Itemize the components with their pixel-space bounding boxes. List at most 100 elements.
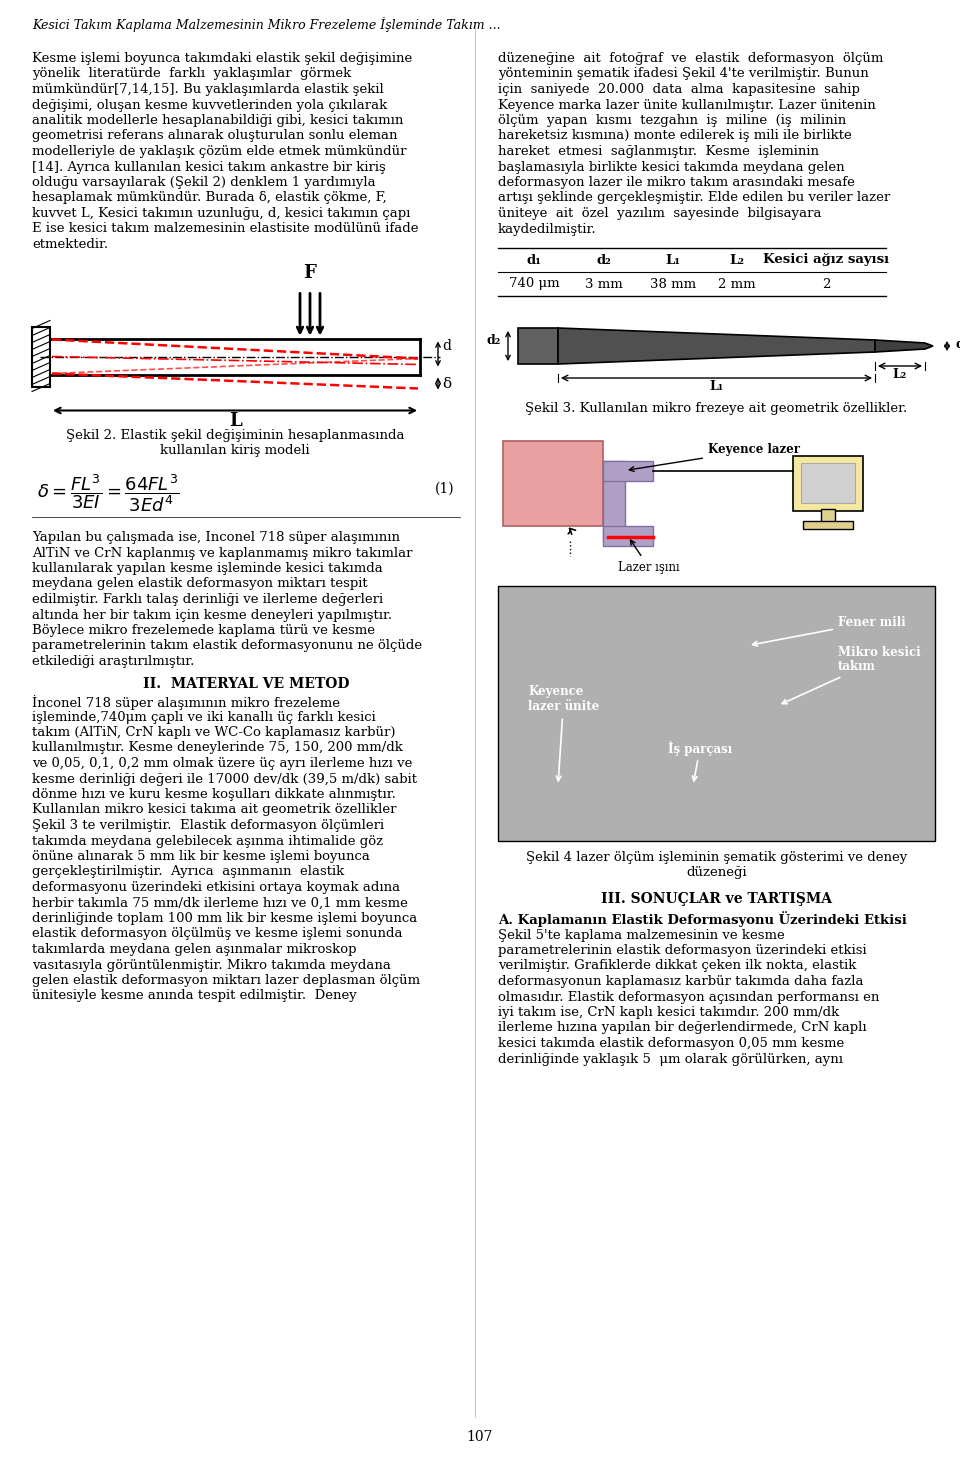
Text: üniteye  ait  özel  yazılım  sayesinde  bilgisayara: üniteye ait özel yazılım sayesinde bilgi… bbox=[498, 208, 822, 219]
Text: d₂: d₂ bbox=[596, 253, 612, 266]
Bar bbox=[603, 526, 653, 546]
Text: edilmiştir. Farklı talaş derinliği ve ilerleme değerleri: edilmiştir. Farklı talaş derinliği ve il… bbox=[32, 593, 383, 606]
Text: altında her bir takım için kesme deneyleri yapılmıştır.: altında her bir takım için kesme deneyle… bbox=[32, 608, 392, 621]
Text: takımlarda meydana gelen aşınmalar mikroskop: takımlarda meydana gelen aşınmalar mikro… bbox=[32, 944, 356, 955]
Text: Şekil 2. Elastik şekil değişiminin hesaplanmasında: Şekil 2. Elastik şekil değişiminin hesap… bbox=[65, 428, 404, 442]
Text: analitik modellerle hesaplanabildiği gibi, kesici takımın: analitik modellerle hesaplanabildiği gib… bbox=[32, 113, 403, 127]
Text: L₁: L₁ bbox=[665, 253, 681, 266]
Text: için  saniyede  20.000  data  alma  kapasitesine  sahip: için saniyede 20.000 data alma kapasites… bbox=[498, 82, 860, 96]
Text: 2 mm: 2 mm bbox=[718, 278, 756, 290]
Text: d: d bbox=[442, 340, 451, 353]
Text: hareket  etmesi  sağlanmıştır.  Kesme  işleminin: hareket etmesi sağlanmıştır. Kesme işlem… bbox=[498, 146, 819, 158]
Text: ünitesiyle kesme anında tespit edilmiştir.  Deney: ünitesiyle kesme anında tespit edilmişti… bbox=[32, 989, 357, 1002]
Text: d₂: d₂ bbox=[487, 334, 501, 347]
Text: deformasyonun kaplamasız karbür takımda daha fazla: deformasyonun kaplamasız karbür takımda … bbox=[498, 974, 863, 988]
Text: d₁: d₁ bbox=[955, 337, 960, 350]
Text: gerçekleştirilmiştir.  Ayrıca  aşınmanın  elastik: gerçekleştirilmiştir. Ayrıca aşınmanın e… bbox=[32, 866, 345, 879]
Text: 107: 107 bbox=[467, 1429, 493, 1444]
Text: iyi takım ise, CrN kaplı kesici takımdır. 200 mm/dk: iyi takım ise, CrN kaplı kesici takımdır… bbox=[498, 1005, 839, 1019]
Bar bbox=[518, 328, 558, 364]
Text: ve 0,05, 0,1, 0,2 mm olmak üzere üç ayrı ilerleme hızı ve: ve 0,05, 0,1, 0,2 mm olmak üzere üç ayrı… bbox=[32, 757, 413, 770]
Text: işleminde,740μm çaplı ve iki kanallı üç farklı kesici: işleminde,740μm çaplı ve iki kanallı üç … bbox=[32, 711, 375, 724]
Bar bbox=[801, 462, 855, 502]
Text: II.  MATERYAL VE METOD: II. MATERYAL VE METOD bbox=[143, 677, 349, 690]
Text: Şekil 5'te kaplama malzemesinin ve kesme: Şekil 5'te kaplama malzemesinin ve kesme bbox=[498, 929, 784, 942]
Text: başlamasıyla birlikte kesici takımda meydana gelen: başlamasıyla birlikte kesici takımda mey… bbox=[498, 160, 845, 174]
Polygon shape bbox=[558, 328, 875, 364]
Text: derinliğinde toplam 100 mm lik bir kesme işlemi boyunca: derinliğinde toplam 100 mm lik bir kesme… bbox=[32, 913, 418, 924]
Text: düzeneği: düzeneği bbox=[686, 866, 747, 879]
Bar bbox=[793, 455, 863, 511]
Text: takımda meydana gelebilecek aşınma ihtimalide göz: takımda meydana gelebilecek aşınma ihtim… bbox=[32, 835, 383, 848]
Text: gelen elastik deformasyon miktarı lazer deplasman ölçüm: gelen elastik deformasyon miktarı lazer … bbox=[32, 974, 420, 988]
Text: olmasıdır. Elastik deformasyon açısından performansı en: olmasıdır. Elastik deformasyon açısından… bbox=[498, 991, 879, 1004]
Text: yönteminin şematik ifadesi Şekil 4'te verilmiştir. Bunun: yönteminin şematik ifadesi Şekil 4'te ve… bbox=[498, 68, 869, 81]
Bar bbox=[603, 461, 625, 540]
Text: A. Kaplamanın Elastik Deformasyonu Üzerindeki Etkisi: A. Kaplamanın Elastik Deformasyonu Üzeri… bbox=[498, 911, 907, 927]
Text: Kesici ağız sayısı: Kesici ağız sayısı bbox=[763, 253, 889, 266]
Text: dönme hızı ve kuru kesme koşulları dikkate alınmıştır.: dönme hızı ve kuru kesme koşulları dikka… bbox=[32, 788, 396, 801]
Bar bbox=[803, 521, 853, 528]
Text: düzeneğine  ait  fotoğraf  ve  elastik  deformasyon  ölçüm: düzeneğine ait fotoğraf ve elastik defor… bbox=[498, 52, 883, 65]
Text: L₁: L₁ bbox=[709, 380, 724, 393]
Text: Yapılan bu çalışmada ise, Inconel 718 süper alaşımının: Yapılan bu çalışmada ise, Inconel 718 sü… bbox=[32, 531, 400, 545]
Text: kesme derinliği değeri ile 17000 dev/dk (39,5 m/dk) sabit: kesme derinliği değeri ile 17000 dev/dk … bbox=[32, 773, 417, 786]
Text: mümkündür[7,14,15]. Bu yaklaşımlarda elastik şekil: mümkündür[7,14,15]. Bu yaklaşımlarda ela… bbox=[32, 82, 384, 96]
Text: geometrisi referans alınarak oluşturulan sonlu eleman: geometrisi referans alınarak oluşturulan… bbox=[32, 130, 397, 143]
Text: Kesme işlemi boyunca takımdaki elastik şekil değişimine: Kesme işlemi boyunca takımdaki elastik ş… bbox=[32, 52, 412, 65]
Text: deformasyonu üzerindeki etkisini ortaya koymak adına: deformasyonu üzerindeki etkisini ortaya … bbox=[32, 882, 400, 894]
Text: vasıtasıyla görüntülenmiştir. Mikro takımda meydana: vasıtasıyla görüntülenmiştir. Mikro takı… bbox=[32, 958, 391, 972]
Text: 38 mm: 38 mm bbox=[650, 278, 696, 290]
Text: $\delta = \dfrac{FL^3}{3EI} = \dfrac{64FL^3}{3Ed^4}$: $\delta = \dfrac{FL^3}{3EI} = \dfrac{64F… bbox=[37, 473, 180, 514]
Polygon shape bbox=[875, 340, 933, 352]
Text: değişimi, oluşan kesme kuvvetlerinden yola çıkılarak: değişimi, oluşan kesme kuvvetlerinden yo… bbox=[32, 99, 387, 112]
Text: meydana gelen elastik deformasyon miktarı tespit: meydana gelen elastik deformasyon miktar… bbox=[32, 577, 368, 590]
Text: parametrelerinin takım elastik deformasyonunu ne ölçüde: parametrelerinin takım elastik deformasy… bbox=[32, 639, 422, 652]
Text: Böylece mikro frezelemede kaplama türü ve kesme: Böylece mikro frezelemede kaplama türü v… bbox=[32, 624, 375, 637]
Text: 3 mm: 3 mm bbox=[586, 278, 623, 290]
Text: olduğu varsayılarak (Şekil 2) denklem 1 yardımıyla: olduğu varsayılarak (Şekil 2) denklem 1 … bbox=[32, 177, 375, 188]
Text: ölçüm  yapan  kısmı  tezgahın  iş  miline  (iş  milinin: ölçüm yapan kısmı tezgahın iş miline (iş… bbox=[498, 113, 847, 127]
Text: kullanılan kiriş modeli: kullanılan kiriş modeli bbox=[160, 445, 310, 456]
Text: modelleriyle de yaklaşık çözüm elde etmek mümkündür: modelleriyle de yaklaşık çözüm elde etme… bbox=[32, 146, 406, 158]
Text: Keyence marka lazer ünite kullanılmıştır. Lazer ünitenin: Keyence marka lazer ünite kullanılmıştır… bbox=[498, 99, 876, 112]
Text: Fener mili: Fener mili bbox=[753, 615, 905, 646]
Text: İnconel 718 süper alaşımının mikro frezeleme: İnconel 718 süper alaşımının mikro freze… bbox=[32, 695, 340, 710]
Text: Mikro kesici
takım: Mikro kesici takım bbox=[782, 646, 921, 704]
Text: δ: δ bbox=[442, 377, 451, 390]
Text: Keyence lazer: Keyence lazer bbox=[630, 443, 800, 471]
Text: önüne alınarak 5 mm lik bir kesme işlemi boyunca: önüne alınarak 5 mm lik bir kesme işlemi… bbox=[32, 849, 370, 863]
Text: Keyence
lazer ünite: Keyence lazer ünite bbox=[528, 686, 599, 780]
Text: İş parçası: İş parçası bbox=[668, 740, 732, 782]
Text: III. SONUÇLAR ve TARTIŞMA: III. SONUÇLAR ve TARTIŞMA bbox=[601, 892, 832, 905]
Text: herbir takımla 75 mm/dk ilerleme hızı ve 0,1 mm kesme: herbir takımla 75 mm/dk ilerleme hızı ve… bbox=[32, 896, 408, 910]
Text: parametrelerinin elastik deformasyon üzerindeki etkisi: parametrelerinin elastik deformasyon üze… bbox=[498, 944, 867, 957]
Text: kesici takımda elastik deformasyon 0,05 mm kesme: kesici takımda elastik deformasyon 0,05 … bbox=[498, 1036, 844, 1050]
Bar bbox=[503, 440, 603, 526]
Text: etmektedir.: etmektedir. bbox=[32, 238, 108, 252]
Text: AlTiN ve CrN kaplanmış ve kaplanmamış mikro takımlar: AlTiN ve CrN kaplanmış ve kaplanmamış mi… bbox=[32, 546, 413, 559]
Bar bbox=[32, 327, 50, 387]
Text: kaydedilmiştir.: kaydedilmiştir. bbox=[498, 222, 596, 236]
Text: hareketsiz kısmına) monte edilerek iş mili ile birlikte: hareketsiz kısmına) monte edilerek iş mi… bbox=[498, 130, 852, 143]
Text: Şekil 4 lazer ölçüm işleminin şematik gösterimi ve deney: Şekil 4 lazer ölçüm işleminin şematik gö… bbox=[526, 851, 907, 864]
Text: 2: 2 bbox=[822, 278, 830, 290]
Text: Kullanılan mikro kesici takıma ait geometrik özellikler: Kullanılan mikro kesici takıma ait geome… bbox=[32, 804, 396, 817]
Text: 740 μm: 740 μm bbox=[509, 278, 560, 290]
Text: E ise kesici takım malzemesinin elastisite modülünü ifade: E ise kesici takım malzemesinin elastisi… bbox=[32, 222, 419, 236]
Text: ilerleme hızına yapılan bir değerlendirmede, CrN kaplı: ilerleme hızına yapılan bir değerlendirm… bbox=[498, 1022, 867, 1035]
Text: Kesici Takım Kaplama Malzemesinin Mikro Frezeleme İşleminde Takım ...: Kesici Takım Kaplama Malzemesinin Mikro … bbox=[32, 18, 500, 32]
Text: kuvvet L, Kesici takımın uzunluğu, d, kesici takımın çapı: kuvvet L, Kesici takımın uzunluğu, d, ke… bbox=[32, 208, 410, 219]
Text: yönelik  literatürde  farklı  yaklaşımlar  görmek: yönelik literatürde farklı yaklaşımlar g… bbox=[32, 68, 351, 81]
Text: takım (AlTiN, CrN kaplı ve WC-Co kaplamasız karbür): takım (AlTiN, CrN kaplı ve WC-Co kaplama… bbox=[32, 726, 396, 739]
Text: (1): (1) bbox=[436, 481, 455, 496]
Text: elastik deformasyon ölçülmüş ve kesme işlemi sonunda: elastik deformasyon ölçülmüş ve kesme iş… bbox=[32, 927, 402, 941]
Text: kullanılarak yapılan kesme işleminde kesici takımda: kullanılarak yapılan kesme işleminde kes… bbox=[32, 562, 383, 576]
Text: Şekil 3. Kullanılan mikro frezeye ait geometrik özellikler.: Şekil 3. Kullanılan mikro frezeye ait ge… bbox=[525, 402, 907, 415]
Text: kullanılmıştır. Kesme deneylerinde 75, 150, 200 mm/dk: kullanılmıştır. Kesme deneylerinde 75, 1… bbox=[32, 742, 403, 755]
Text: L₂: L₂ bbox=[893, 368, 907, 381]
Text: [14]. Ayrıca kullanılan kesici takım ankastre bir kiriş: [14]. Ayrıca kullanılan kesici takım ank… bbox=[32, 160, 386, 174]
Text: derinliğinde yaklaşık 5  μm olarak görülürken, aynı: derinliğinde yaklaşık 5 μm olarak görülü… bbox=[498, 1052, 843, 1066]
Text: verilmiştir. Grafiklerde dikkat çeken ilk nokta, elastik: verilmiştir. Grafiklerde dikkat çeken il… bbox=[498, 960, 856, 973]
Text: artışı şeklinde gerçekleşmiştir. Elde edilen bu veriler lazer: artışı şeklinde gerçekleşmiştir. Elde ed… bbox=[498, 191, 890, 205]
